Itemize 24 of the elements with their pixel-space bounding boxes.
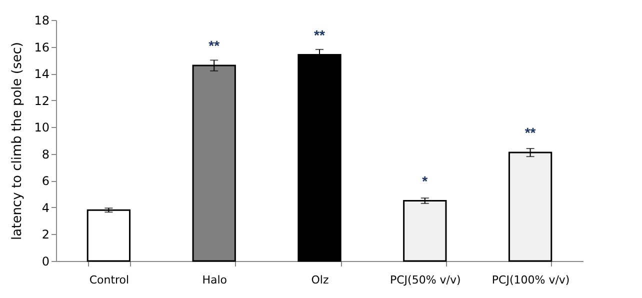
x-tick-label: Control (89, 274, 130, 286)
y-tick-label: 14 (34, 67, 50, 82)
bar (508, 152, 552, 262)
annotation: ** (208, 38, 220, 54)
bar (86, 209, 131, 262)
x-tick-label: PCJ(100% v/v) (492, 274, 570, 286)
bar (298, 54, 342, 262)
y-tick-label: 6 (42, 174, 50, 188)
annotation: ** (314, 26, 326, 43)
y-tick-label: 16 (34, 40, 50, 54)
x-tick-label: Halo (202, 274, 228, 286)
y-axis-title: latency to climb the pole (sec) (10, 42, 26, 240)
annotation: * (422, 172, 428, 189)
bar (403, 200, 447, 262)
y-tick-label: 4 (42, 200, 50, 215)
y-tick-label: 2 (42, 228, 50, 242)
y-tick-label: 10 (34, 120, 50, 135)
annotation: ** (524, 124, 536, 141)
y-tick-label: 0 (42, 254, 50, 268)
x-tick-label: PCJ(50% v/v) (390, 274, 461, 286)
x-tick-label: Olz (311, 274, 329, 286)
y-tick-label: 18 (34, 14, 50, 28)
y-tick-label: 8 (42, 147, 50, 162)
y-tick-label: 12 (34, 94, 50, 108)
